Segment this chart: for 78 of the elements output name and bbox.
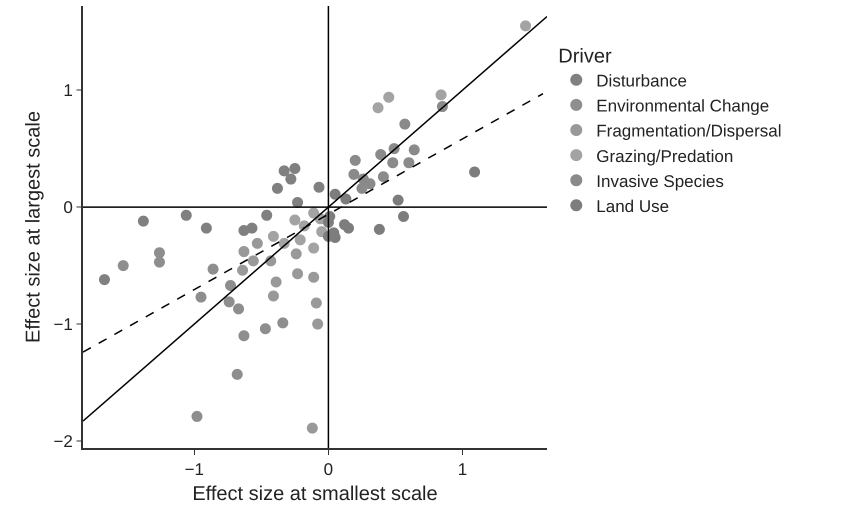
point [233,303,244,314]
point [154,256,165,268]
point [232,368,243,380]
point [268,290,279,302]
point [277,317,288,328]
point [180,210,192,221]
point [278,165,290,176]
point [308,272,320,283]
legend-label: Invasive Species [596,172,724,191]
point [238,330,250,342]
point [403,157,414,168]
point [387,157,398,168]
point [348,168,360,180]
legend-label: Fragmentation/Dispersal [596,122,782,141]
point [374,224,385,235]
point [98,274,110,286]
point [310,298,322,309]
legend-label: Grazing/Predation [596,146,734,166]
point [252,238,263,249]
legend-label: Disturbance [596,71,687,90]
point [118,260,129,272]
legend-label: Environmental Change [596,96,770,116]
point [350,154,361,166]
x-tick-label: 1 [458,460,468,480]
point [308,242,320,254]
point [340,193,352,204]
point [238,246,250,258]
point [268,230,279,242]
point [408,144,420,156]
point [312,318,324,330]
point [398,210,410,222]
point [292,196,304,208]
y-tick-label: 1 [63,81,73,100]
point [224,296,235,308]
x-tick-label: −1 [184,460,204,480]
point [289,214,300,226]
point [196,292,207,303]
point [208,264,219,275]
point [248,255,259,266]
point [270,276,282,288]
point [285,174,296,185]
point [261,210,272,221]
y-tick-label: −2 [53,432,73,451]
point [383,92,394,103]
point [372,102,384,114]
point [375,149,386,160]
y-axis-title: Effect size at largest scale [22,111,44,343]
point [436,89,447,100]
y-tick-label: −1 [53,315,73,334]
legend-label: Land Use [596,196,670,216]
point [272,182,283,194]
point [330,188,341,200]
point [339,219,350,230]
point [225,280,236,291]
point [469,166,480,178]
point [520,20,532,32]
point [200,222,212,234]
point [289,163,300,174]
point [138,216,149,227]
point [364,178,376,190]
point [246,222,258,234]
point [392,194,404,206]
legend-title: Driver [558,45,612,68]
point [191,410,202,422]
x-tick-label: 0 [324,460,334,480]
point [399,118,410,130]
point [378,171,389,182]
point [356,182,368,194]
point [292,268,304,280]
point [314,182,325,193]
point [237,264,248,276]
y-tick-label: 0 [63,198,73,218]
point [290,248,302,260]
point [260,323,271,334]
x-axis-title: Effect size at smallest scale [192,483,438,506]
point [154,247,165,258]
point [306,422,318,434]
point [294,234,306,246]
